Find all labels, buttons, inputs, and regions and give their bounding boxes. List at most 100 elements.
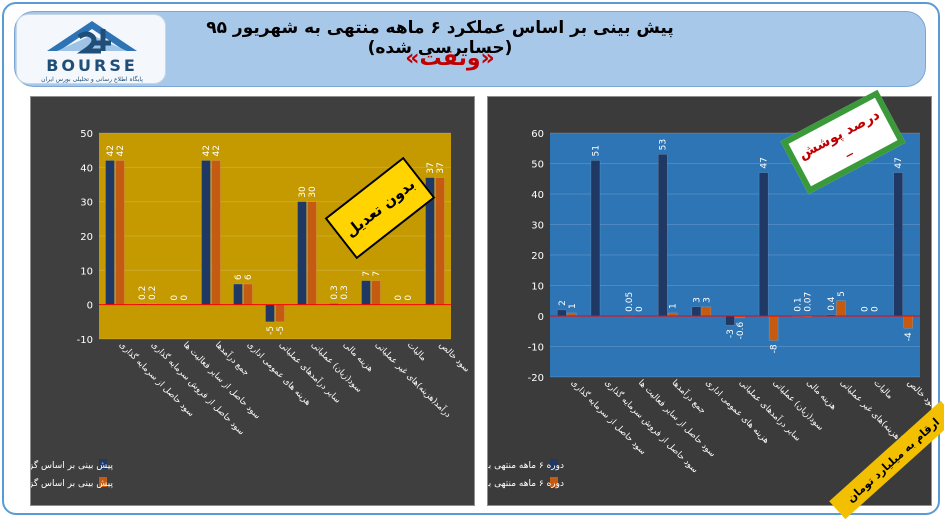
legend-swatch [550, 459, 558, 469]
bar [371, 280, 381, 305]
data-label: 42 [106, 145, 116, 156]
category-label: سود خالص [905, 378, 931, 413]
data-label: -5 [276, 326, 286, 335]
y-tick-label: -10 [77, 335, 93, 346]
legend-label: دوره ۶ ماهه منتهی به ۹۵/۰۶/۳۱ [488, 479, 564, 489]
data-label: 3 [702, 297, 712, 303]
data-label: 37 [426, 162, 436, 173]
data-label: 42 [202, 145, 212, 156]
data-label: 37 [436, 162, 446, 173]
y-tick-label: 20 [80, 232, 93, 243]
y-tick-label: 0 [87, 301, 93, 312]
y-tick-label: -20 [528, 373, 544, 384]
data-label: 0.2 [138, 286, 148, 300]
data-label: 42 [212, 145, 222, 156]
legend-swatch [99, 477, 107, 487]
y-tick-label: 20 [531, 251, 544, 262]
data-label: 53 [659, 139, 669, 150]
bar [893, 172, 903, 317]
y-tick-label: 10 [531, 282, 544, 293]
y-tick-label: 60 [531, 129, 544, 140]
bar [701, 306, 712, 317]
left-chart-panel: 50 40 30 20 10 0 -10 42 0.2 0 42 6 -5 30 0.3 7 0 37 42 0.2 0… [0, 96, 475, 506]
data-label: 7 [362, 271, 372, 277]
data-label: 30 [308, 186, 318, 198]
y-tick-label: 40 [80, 163, 93, 174]
y-tick-label: 0 [538, 312, 544, 323]
left-bar-chart: 50 40 30 20 10 0 -10 42 0.2 0 42 6 -5 30 0.3 7 0 37 42 0.2 0… [0, 129, 472, 489]
logo-tagline: پایگاه اطلاع رسانی و تحلیلی بورس ایران [41, 75, 143, 83]
data-label: 0.4 [827, 296, 837, 311]
category-label: مالیات [871, 378, 894, 401]
data-label: 30 [298, 186, 308, 198]
bar [233, 283, 243, 305]
data-label: 0.1 [793, 297, 803, 311]
bar [768, 315, 779, 341]
category-label: هزینه مالی [804, 378, 838, 412]
data-label: 5 [837, 291, 847, 297]
bar [691, 306, 702, 317]
bar [265, 304, 275, 323]
data-label: -4 [904, 332, 914, 341]
category-label: هزینه های عمومی اداری [245, 340, 313, 408]
y-tick-label: 30 [80, 198, 93, 209]
coverage-value: _ [839, 140, 854, 158]
bar [297, 201, 307, 305]
bar [836, 300, 846, 317]
bar [657, 154, 668, 317]
legend-label: پیش بینی بر اساس گزارش حسابرسی شده [31, 477, 113, 489]
bar [903, 315, 913, 329]
y-tick-label: -10 [528, 343, 544, 354]
bar [435, 177, 445, 305]
company-symbol: «ونفت» [405, 46, 495, 71]
data-label: 2 [558, 300, 568, 306]
logo-wordmark: BOURSE [46, 56, 138, 75]
bar [275, 304, 285, 323]
y-tick-label: 50 [531, 160, 544, 171]
data-label: 3 [692, 297, 702, 303]
data-label: 51 [591, 145, 601, 156]
legend-label: دوره ۶ ماهه منتهی به ۹۴/۰۶/۳۱ [488, 461, 564, 471]
bar [201, 160, 211, 305]
legend-label: پیش بینی بر اساس گزارش حسابرسی نشده [31, 459, 113, 471]
bar [211, 160, 221, 305]
category-label: سود خالص [437, 340, 472, 375]
data-label: 6 [234, 274, 244, 280]
legend-swatch [99, 459, 107, 469]
data-label: 0.3 [340, 285, 350, 299]
y-tick-label: 50 [80, 129, 93, 140]
bourse-logo: BOURSE پایگاه اطلاع رسانی و تحلیلی بورس … [16, 14, 166, 84]
data-label: -5 [266, 326, 276, 335]
header-banner [14, 11, 926, 87]
data-label: 0 [404, 295, 414, 301]
legend-swatch [550, 477, 558, 487]
bar [115, 160, 125, 305]
data-label: 0 [394, 295, 404, 301]
bar [361, 280, 371, 305]
data-label: 0 [635, 306, 645, 312]
category-label: هزینه های عمومی اداری [703, 378, 771, 446]
y-tick-label: 40 [531, 190, 544, 201]
bar [557, 309, 567, 317]
data-label: 0.05 [625, 292, 635, 312]
data-label: -3 [726, 329, 736, 338]
bar [758, 172, 769, 317]
category-label: سایر درآمدهای عملیاتی [277, 339, 344, 406]
data-label: 6 [244, 274, 254, 280]
bar [105, 160, 115, 305]
data-label: 0 [170, 295, 180, 301]
category-label: سایر درآمدهای عملیاتی [737, 377, 804, 444]
category-label: مالیات [405, 340, 428, 363]
data-label: 1 [669, 303, 679, 309]
data-label: 7 [372, 271, 382, 277]
bar [307, 201, 317, 305]
y-tick-label: 10 [80, 266, 93, 277]
bar [243, 283, 253, 305]
bar [725, 315, 735, 326]
logo-mark-icon: BOURSE پایگاه اطلاع رسانی و تحلیلی بورس … [41, 21, 143, 83]
plot-area [550, 133, 920, 377]
data-label: 0.2 [148, 286, 158, 300]
data-label: 1 [568, 303, 578, 309]
data-label: 0 [861, 306, 871, 312]
